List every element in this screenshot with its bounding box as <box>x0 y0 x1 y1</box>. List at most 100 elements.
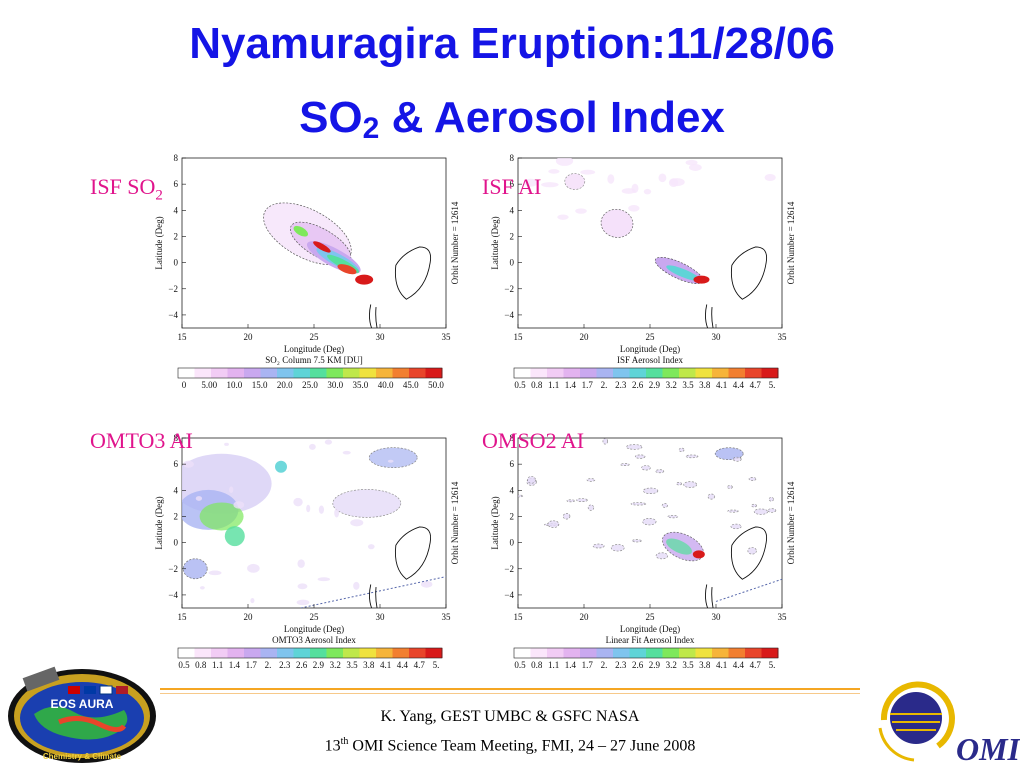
data-blob <box>195 496 203 501</box>
lake-tanganyika-outline <box>369 304 378 328</box>
colorbar-tick-label: 4.7 <box>414 660 426 670</box>
data-blob <box>317 577 331 582</box>
x-tick-label: 20 <box>580 332 590 342</box>
colorbar-tick-label: 2.6 <box>296 660 308 670</box>
x-tick-label: 35 <box>442 332 452 342</box>
svg-text:EOS AURA: EOS AURA <box>51 697 114 711</box>
colorbar-tick-label: 5. <box>769 380 776 390</box>
data-blob <box>753 508 769 515</box>
data-blob <box>607 174 615 184</box>
data-blob <box>297 583 308 590</box>
label-isf-ai: ISF AI <box>482 174 542 199</box>
colorbar-tick-label: 1.4 <box>565 380 577 390</box>
colorbar-swatch <box>662 648 680 658</box>
colorbar-swatch <box>629 368 647 378</box>
data-blob <box>693 275 710 284</box>
colorbar-swatch <box>613 368 630 378</box>
data-blob <box>685 159 698 166</box>
y-tick-label: −2 <box>504 564 514 574</box>
data-blob <box>630 502 647 506</box>
lake-tanganyika-outline <box>369 584 378 608</box>
x-tick-label: 30 <box>712 332 722 342</box>
data-blob <box>293 497 303 507</box>
data-blob <box>224 526 245 547</box>
colorbar-tick-label: 35.0 <box>353 380 369 390</box>
colorbar-swatch <box>514 368 531 378</box>
colorbar-tick-label: 3.8 <box>699 380 711 390</box>
label-isf-so2-sub: 2 <box>155 187 163 204</box>
data-blob <box>332 489 402 518</box>
x-tick-label: 20 <box>244 612 254 622</box>
data-blob <box>199 586 205 590</box>
orbit-number-label: Orbit Number = 12614 <box>786 481 796 564</box>
colorbar-tick-label: 1.1 <box>548 660 559 670</box>
footer-divider-light <box>160 693 860 694</box>
data-blob <box>747 547 757 555</box>
colorbar-tick-label: 10.0 <box>227 380 243 390</box>
data-blob <box>575 208 587 214</box>
x-tick-label: 25 <box>646 332 656 342</box>
y-tick-label: 8 <box>510 433 515 443</box>
slide-title-line2: SO2 & Aerosol Index <box>0 92 1024 155</box>
data-blob <box>669 178 685 187</box>
lake-victoria-outline <box>394 246 432 300</box>
colorbar-swatch <box>194 368 212 378</box>
data-blob <box>586 478 596 482</box>
colorbar-swatch <box>244 648 261 658</box>
colorbar-tick-label: 15.0 <box>252 380 268 390</box>
colorbar-tick-label: 3.5 <box>682 380 694 390</box>
data-blob <box>727 485 733 489</box>
colorbar-swatch <box>211 648 228 658</box>
omi-logo-icon: OMI <box>878 681 1022 767</box>
lake-victoria-outline <box>730 526 768 580</box>
colorbar-tick-label: 4.1 <box>380 660 391 670</box>
colorbar-swatch <box>227 648 245 658</box>
y-axis-label: Latitude (Deg) <box>154 216 164 269</box>
svg-text:Chemistry & Climate: Chemistry & Climate <box>43 752 122 761</box>
colorbar-tick-label: 4.4 <box>733 380 745 390</box>
data-blob <box>768 496 774 502</box>
colorbar-swatch <box>712 648 729 658</box>
colorbar-swatch <box>211 368 228 378</box>
colorbar-swatch <box>530 368 548 378</box>
y-tick-label: 0 <box>510 538 515 548</box>
colorbar-swatch <box>547 648 564 658</box>
colorbar-tick-label: 5.00 <box>201 380 217 390</box>
y-tick-label: 6 <box>174 179 179 189</box>
data-blob <box>631 539 642 543</box>
colorbar-tick-label: 1.7 <box>582 380 594 390</box>
colorbar-swatch <box>293 648 311 658</box>
data-blob <box>250 598 255 604</box>
data-blob <box>610 544 625 552</box>
colorbar-tick-label: 2.6 <box>632 380 644 390</box>
data-blob <box>707 493 716 500</box>
colorbar-title: ISF Aerosol Index <box>617 355 683 365</box>
colorbar-tick-label: 25.0 <box>302 380 318 390</box>
colorbar-swatch <box>745 368 762 378</box>
data-blob <box>527 476 536 484</box>
data-blob <box>642 487 659 494</box>
colorbar-tick-label: 0.8 <box>531 380 543 390</box>
x-tick-label: 15 <box>514 332 524 342</box>
data-blob <box>634 454 646 459</box>
colorbar-swatch <box>359 368 377 378</box>
colorbar-tick-label: 2. <box>601 380 608 390</box>
colorbar-swatch <box>613 648 630 658</box>
plot-content <box>263 202 432 328</box>
y-tick-label: 0 <box>510 258 515 268</box>
colorbar-swatch <box>326 368 344 378</box>
label-omto3-ai: OMTO3 AI <box>90 428 193 453</box>
x-tick-label: 25 <box>646 612 656 622</box>
credit-meeting: OMI Science Team Meeting, FMI, 24 – 27 J… <box>348 737 696 755</box>
data-blob <box>642 517 657 526</box>
colorbar-tick-label: 1.7 <box>246 660 258 670</box>
data-blob <box>626 444 643 450</box>
y-tick-label: 0 <box>174 258 179 268</box>
credit-line-2: 13th OMI Science Team Meeting, FMI, 24 –… <box>160 736 860 755</box>
colorbar-swatch <box>646 368 663 378</box>
colorbar-tick-label: 3.8 <box>363 660 375 670</box>
